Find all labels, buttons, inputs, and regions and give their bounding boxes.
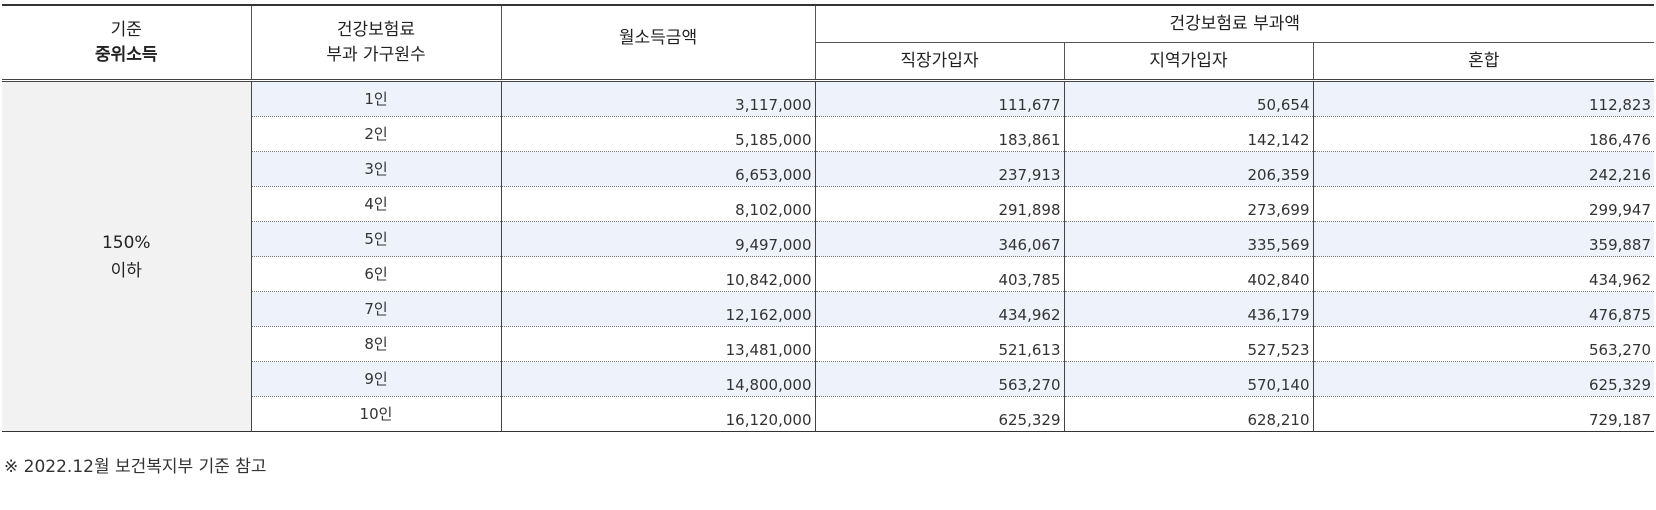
employee-premium-cell: 521,613 bbox=[814, 326, 1065, 362]
regional-premium-cell: 527,523 bbox=[1063, 326, 1314, 362]
header-regional: 지역가입자 bbox=[1063, 42, 1314, 82]
group-median-income-cell: 150% 이하 bbox=[2, 80, 252, 432]
header-household-line1: 건강보험료 bbox=[336, 19, 416, 40]
table-header: 기준 중위소득 건강보험료 부과 가구원수 월소득금액 건강보험료 부과액 직장… bbox=[2, 4, 1655, 82]
employee-premium-cell: 111,677 bbox=[814, 80, 1065, 117]
household-count-cell: 1인 bbox=[250, 80, 502, 117]
regional-premium-cell: 628,210 bbox=[1063, 396, 1314, 432]
regional-premium-cell: 273,699 bbox=[1063, 186, 1314, 222]
household-count-cell: 10인 bbox=[250, 396, 502, 432]
mixed-premium-cell: 729,187 bbox=[1312, 396, 1655, 432]
table-row: 4인 8,102,000 291,898 273,699 299,947 bbox=[2, 186, 1655, 222]
mixed-premium-cell: 625,329 bbox=[1312, 361, 1655, 397]
table-row: 3인 6,653,000 237,913 206,359 242,216 bbox=[2, 151, 1655, 187]
table-row: 2인 5,185,000 183,861 142,142 186,476 bbox=[2, 116, 1655, 152]
regional-premium-cell: 402,840 bbox=[1063, 256, 1314, 292]
header-median-income-line2: 중위소득 bbox=[94, 44, 158, 65]
household-count-cell: 6인 bbox=[250, 256, 502, 292]
household-count-cell: 8인 bbox=[250, 326, 502, 362]
monthly-income-cell: 16,120,000 bbox=[500, 396, 816, 432]
mixed-premium-cell: 242,216 bbox=[1312, 151, 1655, 187]
header-median-income-line1: 기준 bbox=[110, 19, 142, 40]
header-premium-group: 건강보험료 부과액 bbox=[814, 4, 1655, 43]
monthly-income-cell: 10,842,000 bbox=[500, 256, 816, 292]
household-count-cell: 9인 bbox=[250, 361, 502, 397]
table-row: 6인 10,842,000 403,785 402,840 434,962 bbox=[2, 256, 1655, 292]
employee-premium-cell: 403,785 bbox=[814, 256, 1065, 292]
monthly-income-cell: 3,117,000 bbox=[500, 80, 816, 117]
mixed-premium-cell: 563,270 bbox=[1312, 326, 1655, 362]
monthly-income-cell: 9,497,000 bbox=[500, 221, 816, 257]
header-monthly-income: 월소득금액 bbox=[500, 4, 816, 82]
household-count-cell: 5인 bbox=[250, 221, 502, 257]
household-count-cell: 4인 bbox=[250, 186, 502, 222]
employee-premium-cell: 434,962 bbox=[814, 291, 1065, 327]
regional-premium-cell: 50,654 bbox=[1063, 80, 1314, 117]
regional-premium-cell: 206,359 bbox=[1063, 151, 1314, 187]
table-row: 10인 16,120,000 625,329 628,210 729,187 bbox=[2, 396, 1655, 432]
regional-premium-cell: 570,140 bbox=[1063, 361, 1314, 397]
header-household-line2: 부과 가구원수 bbox=[326, 44, 426, 65]
group-label-line2: 이하 bbox=[110, 260, 142, 281]
header-median-income: 기준 중위소득 bbox=[2, 4, 252, 82]
household-count-cell: 7인 bbox=[250, 291, 502, 327]
regional-premium-cell: 436,179 bbox=[1063, 291, 1314, 327]
monthly-income-cell: 6,653,000 bbox=[500, 151, 816, 187]
mixed-premium-cell: 476,875 bbox=[1312, 291, 1655, 327]
employee-premium-cell: 625,329 bbox=[814, 396, 1065, 432]
mixed-premium-cell: 112,823 bbox=[1312, 80, 1655, 117]
table-body: 150% 이하 1인 3,117,000 111,677 50,654 112,823 2인 5… bbox=[2, 80, 1655, 432]
monthly-income-cell: 14,800,000 bbox=[500, 361, 816, 397]
table-row: 9인 14,800,000 563,270 570,140 625,329 bbox=[2, 361, 1655, 397]
employee-premium-cell: 291,898 bbox=[814, 186, 1065, 222]
monthly-income-cell: 5,185,000 bbox=[500, 116, 816, 152]
table-row: 7인 12,162,000 434,962 436,179 476,875 bbox=[2, 291, 1655, 327]
employee-premium-cell: 237,913 bbox=[814, 151, 1065, 187]
regional-premium-cell: 142,142 bbox=[1063, 116, 1314, 152]
header-mixed: 혼합 bbox=[1312, 42, 1655, 82]
employee-premium-cell: 563,270 bbox=[814, 361, 1065, 397]
mixed-premium-cell: 434,962 bbox=[1312, 256, 1655, 292]
monthly-income-cell: 8,102,000 bbox=[500, 186, 816, 222]
employee-premium-cell: 346,067 bbox=[814, 221, 1065, 257]
table-row: 8인 13,481,000 521,613 527,523 563,270 bbox=[2, 326, 1655, 362]
regional-premium-cell: 335,569 bbox=[1063, 221, 1314, 257]
household-count-cell: 3인 bbox=[250, 151, 502, 187]
footnote: ※ 2022.12월 보건복지부 기준 참고 bbox=[4, 457, 267, 477]
header-employee: 직장가입자 bbox=[814, 42, 1065, 82]
table-row: 5인 9,497,000 346,067 335,569 359,887 bbox=[2, 221, 1655, 257]
premium-table: 기준 중위소득 건강보험료 부과 가구원수 월소득금액 건강보험료 부과액 직장… bbox=[2, 4, 1655, 432]
group-label-line1: 150% bbox=[101, 232, 151, 253]
table-row: 150% 이하 1인 3,117,000 111,677 50,654 112,823 bbox=[2, 80, 1655, 432]
header-household-count: 건강보험료 부과 가구원수 bbox=[250, 4, 502, 82]
monthly-income-cell: 13,481,000 bbox=[500, 326, 816, 362]
header-monthly-income-label: 월소득금액 bbox=[618, 28, 698, 48]
employee-premium-cell: 183,861 bbox=[814, 116, 1065, 152]
mixed-premium-cell: 186,476 bbox=[1312, 116, 1655, 152]
monthly-income-cell: 12,162,000 bbox=[500, 291, 816, 327]
household-count-cell: 2인 bbox=[250, 116, 502, 152]
mixed-premium-cell: 299,947 bbox=[1312, 186, 1655, 222]
mixed-premium-cell: 359,887 bbox=[1312, 221, 1655, 257]
